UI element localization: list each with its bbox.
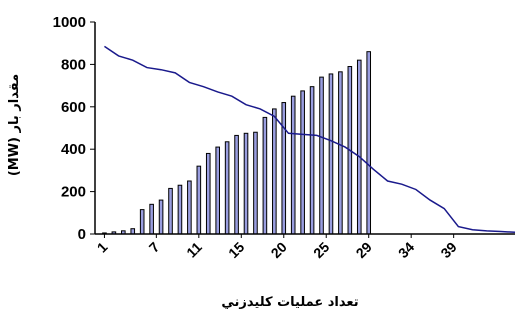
bar-28 — [356, 59, 362, 235]
bar-18 — [262, 116, 268, 235]
bar-17 — [253, 131, 258, 235]
bar-22 — [300, 90, 305, 235]
bar-7 — [158, 199, 164, 235]
y-tick-label-200: 200 — [61, 184, 86, 201]
line-path — [104, 45, 516, 234]
bar-9 — [177, 184, 183, 235]
y-axis-label: مقدار بار (MW) — [7, 74, 22, 176]
bar-13 — [215, 146, 220, 235]
x-tick-label-29: 29 — [353, 239, 375, 261]
bar-11 — [196, 165, 202, 235]
x-tick-label-20: 20 — [268, 239, 290, 261]
bar-5 — [139, 209, 145, 235]
x-tick-label-11: 11 — [183, 239, 205, 261]
bar-series — [102, 51, 372, 235]
y-tick-label-1000: 1000 — [53, 14, 86, 31]
x-tick-label-39: 39 — [437, 239, 459, 261]
bar-29 — [366, 51, 372, 235]
bar-14 — [224, 141, 230, 235]
y-tick-label-400: 400 — [61, 141, 86, 158]
bar-25 — [328, 73, 334, 235]
x-tick-label-7: 7 — [146, 239, 163, 256]
bar-4 — [130, 228, 136, 235]
bar-20 — [281, 102, 287, 235]
bar-10 — [187, 180, 192, 235]
bar-6 — [149, 203, 154, 235]
x-tick-label-1: 1 — [94, 239, 111, 256]
y-axis-ticks: 0 200 400 600 800 1000 — [53, 14, 95, 243]
bar-16 — [243, 132, 249, 235]
bar-23 — [309, 86, 315, 235]
x-axis-label: تعداد عمليات كليدزني — [221, 295, 358, 310]
bar-15 — [234, 134, 239, 235]
line-series — [104, 45, 516, 234]
axes — [94, 22, 515, 235]
y-tick-label-0: 0 — [78, 226, 86, 243]
y-tick-label-800: 800 — [61, 56, 86, 73]
bar-12 — [205, 152, 211, 235]
y-tick-label-600: 600 — [61, 99, 86, 116]
x-tick-label-25: 25 — [310, 239, 332, 261]
x-tick-label-34: 34 — [395, 239, 417, 261]
x-tick-label-15: 15 — [225, 239, 247, 261]
bar-19 — [272, 108, 277, 235]
bar-24 — [319, 76, 324, 235]
bar-26 — [338, 71, 343, 235]
bar-8 — [168, 187, 173, 235]
bar-21 — [290, 95, 296, 235]
x-axis-ticks: 1 7 11 15 20 25 29 34 39 — [94, 234, 460, 261]
